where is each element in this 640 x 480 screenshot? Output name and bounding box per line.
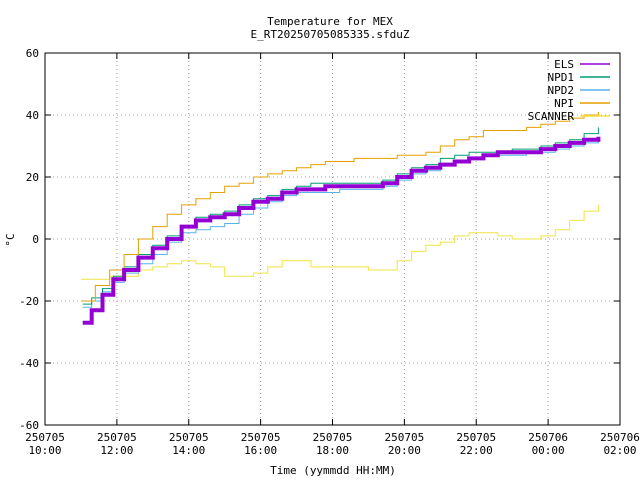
x-tick-label-date: 250706 bbox=[528, 431, 568, 444]
legend-label-npd1: NPD1 bbox=[548, 71, 575, 84]
x-tick-label-date: 250705 bbox=[313, 431, 353, 444]
legend-label-npi: NPI bbox=[554, 97, 574, 110]
x-axis-label: Time (yymmdd HH:MM) bbox=[270, 464, 396, 477]
x-tick-label-time: 16:00 bbox=[244, 444, 277, 457]
plot-frame bbox=[44, 52, 621, 426]
y-tick-label: -60 bbox=[19, 419, 39, 432]
x-tick-label-date: 250705 bbox=[241, 431, 281, 444]
legend-label-npd2: NPD2 bbox=[548, 84, 575, 97]
x-tick-label-date: 250705 bbox=[456, 431, 496, 444]
x-tick-label-time: 00:00 bbox=[532, 444, 565, 457]
x-tick-label-date: 250705 bbox=[97, 431, 137, 444]
x-tick-label-date: 250705 bbox=[169, 431, 209, 444]
legend-label-scanner: SCANNER bbox=[528, 110, 575, 123]
y-tick-label: 40 bbox=[26, 109, 39, 122]
chart-title: Temperature for MEX bbox=[267, 15, 393, 28]
x-tick-label-time: 14:00 bbox=[172, 444, 205, 457]
x-tick-label-time: 10:00 bbox=[28, 444, 61, 457]
x-tick-label-date: 250706 bbox=[600, 431, 640, 444]
chart-subtitle: E_RT20250705085335.sfduZ bbox=[251, 28, 410, 41]
x-tick-label-date: 250705 bbox=[385, 431, 425, 444]
series-lines bbox=[80, 111, 601, 325]
x-tick-label-time: 20:00 bbox=[388, 444, 421, 457]
x-tick-label-time: 18:00 bbox=[316, 444, 349, 457]
series-line-els bbox=[82, 136, 601, 325]
series-line-npd2 bbox=[82, 139, 599, 308]
y-tick-label: 60 bbox=[26, 47, 39, 60]
series-line-scanner bbox=[80, 204, 599, 280]
legend-label-els: ELS bbox=[554, 58, 574, 71]
y-tick-label: 20 bbox=[26, 171, 39, 184]
y-tick-label: -40 bbox=[19, 357, 39, 370]
x-tick-label-date: 250705 bbox=[25, 431, 65, 444]
x-tick-label-time: 22:00 bbox=[460, 444, 493, 457]
axes: -60-40-20020406025070510:0025070512:0025… bbox=[19, 47, 640, 457]
y-tick-label: -20 bbox=[19, 295, 39, 308]
y-tick-label: 0 bbox=[32, 233, 39, 246]
series-line-npi bbox=[80, 111, 599, 302]
x-tick-label-time: 12:00 bbox=[100, 444, 133, 457]
x-tick-label-time: 02:00 bbox=[603, 444, 636, 457]
y-axis-label: °C bbox=[4, 233, 17, 246]
